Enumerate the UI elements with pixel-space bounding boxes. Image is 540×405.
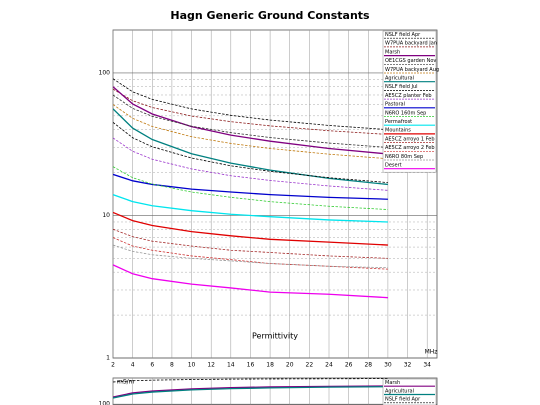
series-line [113, 385, 388, 398]
legend-label: AE5CZ planter Feb [385, 93, 432, 99]
series-line [113, 386, 388, 399]
x-tick-label: 2 [111, 362, 115, 369]
legend-label: W7PUA backyard Aug [385, 67, 439, 73]
legend-label: N6RO 80m Sep [385, 154, 423, 160]
x-tick-label: 26 [345, 362, 353, 369]
series-line [113, 104, 388, 160]
x-tick-label: 28 [364, 362, 372, 369]
y-tick-label: 10 [102, 212, 110, 219]
series-line [113, 86, 388, 155]
y-axis-label: Permittivity [252, 332, 298, 341]
y-axis-label: mS/m [117, 379, 135, 386]
legend-label: Marsh [385, 49, 400, 55]
legend-label: Permafrost [385, 119, 412, 125]
x-tick-label: 20 [286, 362, 294, 369]
legend-label: AE5CZ arroyo 2 Feb [385, 145, 435, 151]
series-group [113, 378, 388, 399]
x-tick-label: 30 [384, 362, 392, 369]
x-tick-label: 34 [423, 362, 431, 369]
series-line [113, 94, 388, 148]
legend-label: Marsh [385, 380, 400, 386]
x-tick-label: 10 [188, 362, 196, 369]
x-tick-label: 4 [131, 362, 135, 369]
x-tick-label: 18 [266, 362, 274, 369]
series-line [113, 194, 388, 223]
x-tick-label: 22 [306, 362, 314, 369]
x-tick-label: 14 [227, 362, 235, 369]
legend-label: Mountains [385, 128, 411, 134]
series-line [113, 211, 388, 246]
y-tick-label: 100 [99, 69, 111, 76]
series-line [113, 88, 388, 135]
legend-label: NSLF field Jul [385, 84, 418, 90]
x-tick-label: 12 [207, 362, 215, 369]
series-line [113, 173, 388, 200]
series-group [113, 78, 388, 299]
legend-label: NSLF field Apr [385, 397, 421, 403]
x-tick-label: 6 [150, 362, 154, 369]
x-tick-label: 24 [325, 362, 333, 369]
legend-label: Agricultural [385, 388, 414, 394]
series-line [113, 378, 388, 383]
series-line [113, 137, 388, 191]
legend-label: AE5CZ arroyo 1 Feb [385, 136, 435, 142]
legend-label: OE1CGS garden Nov [385, 58, 436, 64]
x-tick-label: 16 [247, 362, 255, 369]
series-line [113, 166, 388, 210]
legend-box [382, 30, 437, 173]
chart-title: Hagn Generic Ground Constants [170, 9, 370, 22]
legend-box [382, 378, 437, 405]
legend-label: NSLF field Apr [385, 32, 421, 38]
series-line [113, 78, 388, 131]
x-axis-label: MHz [425, 349, 438, 356]
series-line [113, 237, 388, 270]
legend-label: Desert [385, 163, 402, 169]
legend-label: N6RO 160m Sep [385, 110, 426, 116]
series-line [113, 264, 388, 299]
series-line [113, 228, 388, 259]
y-tick-label: 100 [99, 401, 111, 405]
y-tick-label: 1 [106, 355, 110, 362]
legend-label: W7PUA backyard Jan [385, 41, 437, 47]
x-tick-label: 8 [170, 362, 174, 369]
legend-label: Agricultural [385, 76, 414, 82]
legend-label: Pastoral [385, 102, 405, 108]
series-line [113, 122, 388, 184]
x-tick-label: 32 [404, 362, 412, 369]
